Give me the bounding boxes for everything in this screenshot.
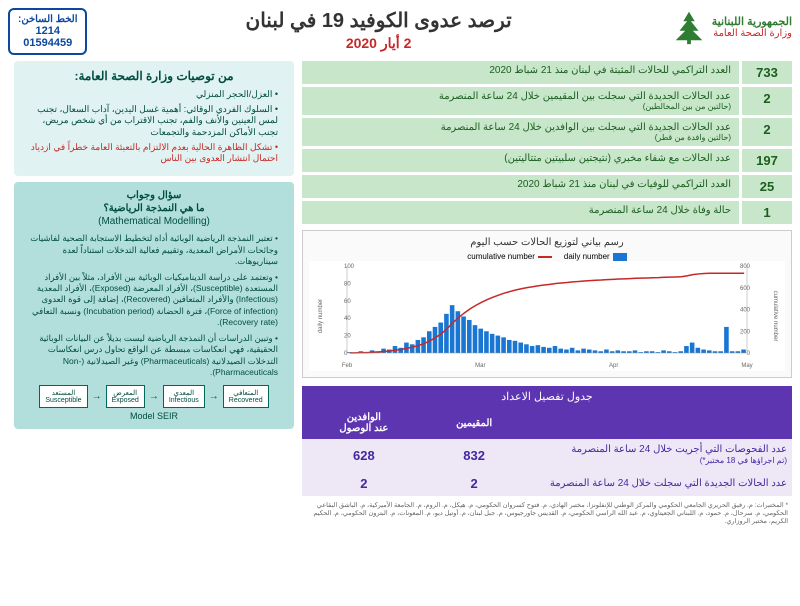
svg-text:Feb: Feb — [342, 363, 353, 369]
recommendations-box: من توصيات وزارة الصحة العامة: العزل/الحج… — [14, 61, 294, 176]
svg-text:Apr: Apr — [609, 363, 618, 369]
qa-box: سؤال وجواب ما هي النمذجة الرياضية؟ (Math… — [14, 182, 294, 429]
ministry-name: وزارة الصحة العامة — [712, 28, 792, 39]
recs-item: العزل/الحجر المنزلي — [22, 89, 278, 101]
row-label: عدد الحالات الجديدة التي سجلت خلال 24 سا… — [523, 471, 793, 496]
seir-box: المعرض Exposed — [106, 385, 145, 408]
svg-text:80: 80 — [344, 281, 351, 287]
breakdown-title: جدول تفصيل الاعداد — [302, 386, 792, 407]
recs-title: من توصيات وزارة الصحة العامة: — [22, 69, 286, 83]
stat-value: 733 — [742, 61, 792, 84]
seir-box: المستعد Susceptible — [39, 385, 87, 408]
seir-box: المتعافي Recovered — [223, 385, 269, 408]
svg-text:0: 0 — [747, 351, 751, 357]
seir-box: المعدي Infectious — [163, 385, 205, 408]
row-residents: 832 — [426, 439, 523, 471]
stat-row: 25العدد التراكمي للوفيات في لبنان منذ 21… — [302, 175, 792, 198]
page-title: ترصد عدوى الكوفيد 19 في لبنان — [87, 8, 669, 33]
stat-label: العدد التراكمي للوفيات في لبنان منذ 21 ش… — [302, 175, 739, 198]
qa-header: سؤال وجواب — [22, 190, 286, 201]
stat-value: 2 — [742, 118, 792, 146]
cedar-logo-icon — [670, 8, 708, 46]
qa-bullet: وتعتمد على دراسة الديناميكيات الوبائية ب… — [22, 272, 278, 329]
table-row: عدد الفحوصات التي أجريت خلال 24 ساعة الم… — [302, 439, 792, 471]
svg-text:400: 400 — [740, 308, 751, 314]
chart-svg: 0 20 40 60 80 100 0 200 400 600 800 daily number cum… — [309, 261, 785, 371]
svg-text:0: 0 — [344, 351, 348, 357]
cases-chart: رسم بياني لتوزيع الحالات حسب اليوم daily… — [302, 230, 792, 378]
seir-label: Model SEIR — [22, 411, 286, 421]
org-name: الجمهورية اللبنانية — [712, 15, 792, 28]
qa-question-en: (Mathematical Modelling) — [22, 216, 286, 227]
table-row: عدد الحالات الجديدة التي سجلت خلال 24 سا… — [302, 471, 792, 496]
row-label: عدد الفحوصات التي أجريت خلال 24 ساعة الم… — [523, 439, 793, 471]
stat-row: 2عدد الحالات الجديدة التي سجلت بين المقي… — [302, 87, 792, 115]
svg-text:40: 40 — [344, 316, 351, 322]
stat-row: 197عدد الحالات مع شفاء مخبري (نتيجتين سل… — [302, 149, 792, 172]
svg-text:Mar: Mar — [475, 363, 485, 369]
stat-value: 1 — [742, 201, 792, 224]
stat-row: 1حالة وفاة خلال 24 ساعة المنصرمة — [302, 201, 792, 224]
qa-bullet: وتبين الدراسات أن النمذجة الرياضية ليست … — [22, 333, 278, 379]
svg-text:60: 60 — [344, 299, 351, 305]
arrow-icon: → — [149, 391, 159, 402]
row-residents: 2 — [426, 471, 523, 496]
stat-label: عدد الحالات الجديدة التي سجلت بين المقيم… — [302, 87, 739, 115]
stat-row: 733العدد التراكمي للحالات المثبتة في لبن… — [302, 61, 792, 84]
col-residents: المقيمين — [426, 407, 523, 439]
arrow-icon: → — [209, 391, 219, 402]
legend-daily: daily number — [564, 252, 610, 261]
hotline-box: الخط الساخن: 1214 01594459 — [8, 8, 87, 55]
svg-text:May: May — [741, 363, 752, 369]
header: الجمهورية اللبنانية وزارة الصحة العامة ت… — [8, 8, 792, 55]
footer-note: * المختبرات: م. رفيق الحريري الجامعي الح… — [302, 502, 792, 525]
hotline-number-1: 1214 — [18, 25, 77, 37]
stat-label: حالة وفاة خلال 24 ساعة المنصرمة — [302, 201, 739, 224]
stat-value: 25 — [742, 175, 792, 198]
row-arrivals: 2 — [302, 471, 426, 496]
svg-text:800: 800 — [740, 264, 751, 270]
chart-title: رسم بياني لتوزيع الحالات حسب اليوم — [309, 237, 785, 248]
breakdown-table: المقيمين الوافدين عند الوصول عدد الفحوصا… — [302, 407, 792, 496]
svg-text:200: 200 — [740, 329, 751, 335]
stat-label: العدد التراكمي للحالات المثبتة في لبنان … — [302, 61, 739, 84]
seir-flow: المستعد Susceptible → المعرض Exposed → المعد… — [22, 385, 286, 408]
stat-row: 2عدد الحالات الجديدة التي سجلت بين الواف… — [302, 118, 792, 146]
svg-text:600: 600 — [740, 286, 751, 292]
svg-text:100: 100 — [344, 264, 355, 270]
recs-item: السلوك الفردي الوقائي: أهمية غسل اليدين،… — [22, 104, 278, 139]
stats-list: 733العدد التراكمي للحالات المثبتة في لبن… — [302, 61, 792, 224]
stat-label: عدد الحالات مع شفاء مخبري (نتيجتين سلبيت… — [302, 149, 739, 172]
stat-value: 197 — [742, 149, 792, 172]
arrow-icon: → — [92, 391, 102, 402]
svg-text:cumulative number: cumulative number — [772, 291, 778, 342]
col-arrivals: الوافدين عند الوصول — [302, 407, 426, 439]
svg-text:20: 20 — [344, 334, 351, 340]
legend-cum: cumulative number — [467, 252, 535, 261]
qa-bullet: تعتبر النمذجة الرياضية الوبائية أداة لتخ… — [22, 233, 278, 267]
chart-legend: daily number cumulative number — [309, 252, 785, 261]
stat-value: 2 — [742, 87, 792, 115]
logo-area: الجمهورية اللبنانية وزارة الصحة العامة — [670, 8, 792, 46]
recs-item: تشكل الظاهرة الحالية بعدم الالتزام بالتع… — [22, 142, 278, 165]
hotline-label: الخط الساخن: — [18, 14, 77, 25]
row-arrivals: 628 — [302, 439, 426, 471]
svg-text:daily number: daily number — [318, 299, 324, 333]
hotline-number-2: 01594459 — [18, 37, 77, 49]
report-date: 2 أيار 2020 — [87, 35, 669, 52]
stat-label: عدد الحالات الجديدة التي سجلت بين الوافد… — [302, 118, 739, 146]
qa-question: ما هي النمذجة الرياضية؟ — [22, 203, 286, 214]
